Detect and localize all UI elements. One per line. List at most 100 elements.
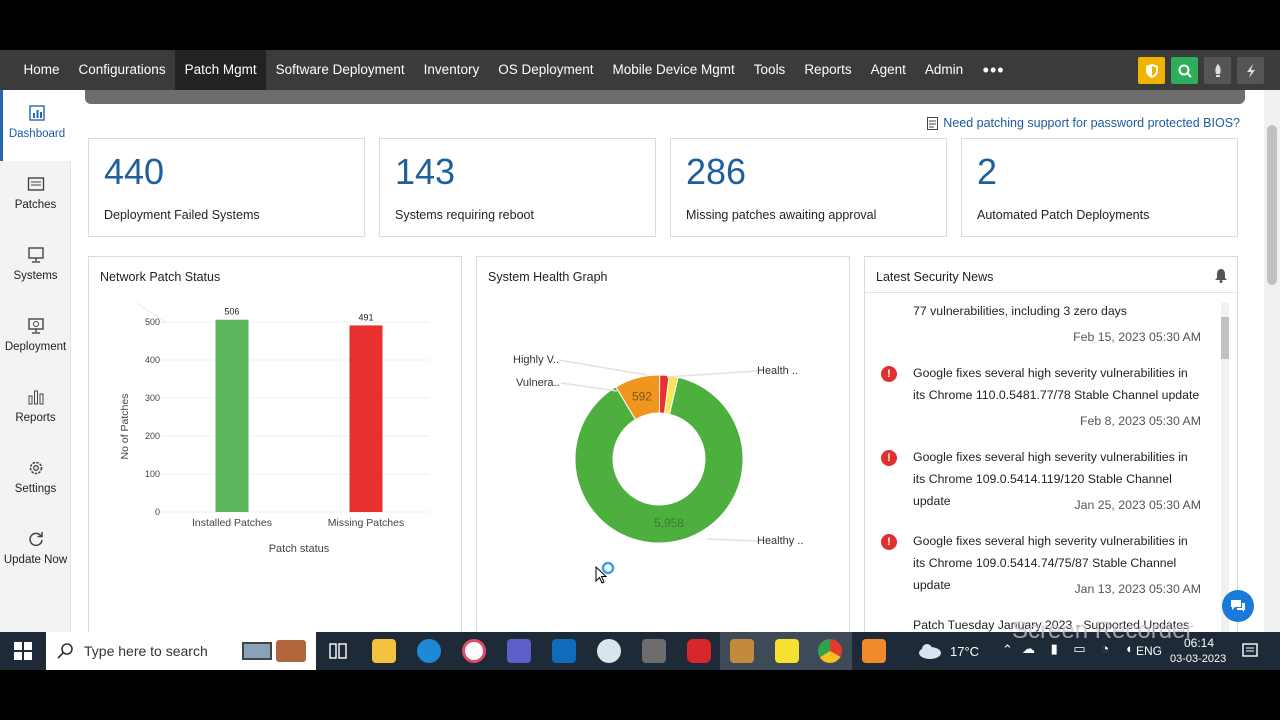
news-scrollbar-thumb[interactable] [1221, 317, 1229, 359]
task-view-icon[interactable] [329, 643, 347, 659]
nav-item-home[interactable]: Home [23, 62, 60, 77]
slice-legend-label: Highly V.. [513, 354, 559, 366]
shield-icon[interactable] [1138, 57, 1165, 84]
network-app-icon[interactable] [730, 639, 754, 663]
bell-icon[interactable] [1214, 268, 1228, 283]
nav-item-agent[interactable]: Agent [870, 62, 906, 77]
alert-icon: ! [881, 534, 897, 550]
sidebar-item-label: Patches [14, 199, 57, 211]
teams-icon[interactable] [507, 639, 531, 663]
nav-item-os-deployment[interactable]: OS Deployment [498, 62, 594, 77]
file-explorer-icon[interactable] [372, 639, 396, 663]
news-headline[interactable]: 77 vulnerabilities, including 3 zero day… [913, 304, 1127, 318]
nav-item-software-deployment[interactable]: Software Deployment [275, 62, 405, 77]
news-scrollbar[interactable] [1221, 303, 1229, 632]
left-sidebar: Dashboard Patches Systems Deployment Reports… [0, 90, 71, 632]
recorder-app-icon[interactable] [862, 639, 886, 663]
bar-missing-patches [349, 325, 383, 512]
search-placeholder: Type here to search [84, 643, 208, 659]
panel-title: System Health Graph [488, 270, 608, 284]
stat-card-automated[interactable]: 2 Automated Patch Deployments [961, 138, 1238, 237]
news-date: Feb 15, 2023 05:30 AM [1073, 330, 1201, 344]
target-app-icon[interactable] [462, 639, 486, 663]
sidebar-item-label: Systems [13, 270, 58, 282]
document-icon [927, 116, 939, 130]
sidebar-item-deployment[interactable]: Deployment [0, 303, 71, 374]
stat-card-reboot[interactable]: 143 Systems requiring reboot [379, 138, 656, 237]
rocket-icon[interactable] [1204, 57, 1231, 84]
alert-icon: ! [881, 366, 897, 382]
search-icon[interactable] [1171, 57, 1198, 84]
bios-support-text[interactable]: Need patching support for password prote… [943, 116, 1240, 130]
leader-line [560, 382, 618, 392]
lightning-icon[interactable] [1237, 57, 1264, 84]
app-window: Dashboard Patches Systems Deployment Reports… [0, 90, 1280, 632]
donut-slice-2 [658, 374, 670, 414]
stat-label: Deployment Failed Systems [104, 208, 260, 222]
sidebar-item-systems[interactable]: Systems [0, 232, 71, 303]
news-headline[interactable]: Google fixes several high severity vulne… [913, 450, 1188, 508]
stat-value: 286 [686, 151, 747, 192]
news-headline[interactable]: Patch Tuesday January 2023 - Supported U… [913, 618, 1190, 632]
sidebar-item-reports[interactable]: Reports [0, 374, 71, 445]
language-indicator[interactable]: ENG [1136, 644, 1163, 658]
news-headline[interactable]: Google fixes several high severity vulne… [913, 534, 1188, 592]
stat-card-failed[interactable]: 440 Deployment Failed Systems [88, 138, 365, 237]
chat-button[interactable] [1222, 590, 1254, 622]
nav-item-mobile-device-mgmt[interactable]: Mobile Device Mgmt [612, 62, 735, 77]
nav-item-tools[interactable]: Tools [753, 62, 786, 77]
dashboard-icon [29, 105, 45, 121]
sidebar-item-update-now[interactable]: Update Now [0, 516, 71, 587]
nav-item-inventory[interactable]: Inventory [423, 62, 480, 77]
weather-temp[interactable]: 17°C [950, 644, 980, 659]
top-navbar: Home Configurations Patch Mgmt Software Dep… [0, 50, 1280, 90]
leader-line [558, 359, 648, 376]
edge-icon[interactable] [417, 639, 441, 663]
nav-item-admin[interactable]: Admin [924, 62, 964, 77]
clock-time[interactable]: 06:14 [1184, 636, 1215, 650]
deployment-icon [27, 318, 44, 334]
windows-start-icon[interactable] [14, 642, 32, 660]
panel-title: Latest Security News [876, 270, 994, 284]
stat-label: Automated Patch Deployments [977, 208, 1150, 222]
news-list[interactable]: 77 vulnerabilities, including 3 zero day… [865, 293, 1225, 632]
shield-app-icon[interactable] [687, 639, 711, 663]
sidebar-item-patches[interactable]: Patches [0, 161, 71, 232]
tray-chevron-icon[interactable]: ⌃ [1002, 642, 1013, 657]
nav-item-reports[interactable]: Reports [804, 62, 852, 77]
weather-icon[interactable] [918, 642, 944, 660]
stat-card-awaiting-approval[interactable]: 286 Missing patches awaiting approval [670, 138, 947, 237]
taskbar-search[interactable]: Type here to search [46, 632, 316, 670]
news-date: Jan 25, 2023 05:30 AM [1074, 498, 1201, 512]
sidebar-item-label: Settings [14, 483, 57, 495]
sidebar-item-settings[interactable]: Settings [0, 445, 71, 516]
page-scrollbar-thumb[interactable] [1267, 125, 1277, 285]
chrome-icon[interactable] [818, 639, 842, 663]
bios-support-link[interactable]: Need patching support for password prote… [927, 116, 1240, 130]
chat-icon [1231, 600, 1245, 612]
page-scrollbar[interactable] [1264, 90, 1280, 632]
stat-label: Systems requiring reboot [395, 208, 534, 222]
slice-legend-label: Vulnera.. [516, 377, 560, 389]
stat-label: Missing patches awaiting approval [686, 208, 877, 222]
nav-item-patch-mgmt[interactable]: Patch Mgmt [175, 50, 267, 90]
stat-value: 440 [104, 151, 165, 192]
bar-data-label: 491 [358, 312, 373, 322]
news-headline[interactable]: Google fixes several high severity vulne… [913, 366, 1200, 402]
sidebar-item-dashboard[interactable]: Dashboard [0, 90, 71, 161]
sticky-notes-icon[interactable] [775, 639, 799, 663]
sidebar-item-label: Reports [15, 412, 56, 424]
slice-legend-label: Health .. [757, 365, 798, 377]
notification-icon[interactable] [1242, 643, 1258, 659]
user-app-icon[interactable] [597, 639, 621, 663]
nav-more-icon[interactable]: ••• [982, 59, 1005, 80]
network-patch-status-panel: Network Patch Status 0 100 200 300 400 500 506… [88, 256, 462, 632]
tray-icons[interactable]: ☁ ▮ ▭ ◔ ◖ [1022, 641, 1139, 656]
outlook-icon[interactable] [552, 639, 576, 663]
alert-icon: ! [881, 450, 897, 466]
u-app-icon[interactable] [642, 639, 666, 663]
dashboard-main: Need patching support for password prote… [72, 90, 1264, 632]
clock-date[interactable]: 03-03-2023 [1170, 653, 1227, 665]
nav-item-configurations[interactable]: Configurations [78, 62, 166, 77]
letterbox-top [0, 0, 1280, 50]
